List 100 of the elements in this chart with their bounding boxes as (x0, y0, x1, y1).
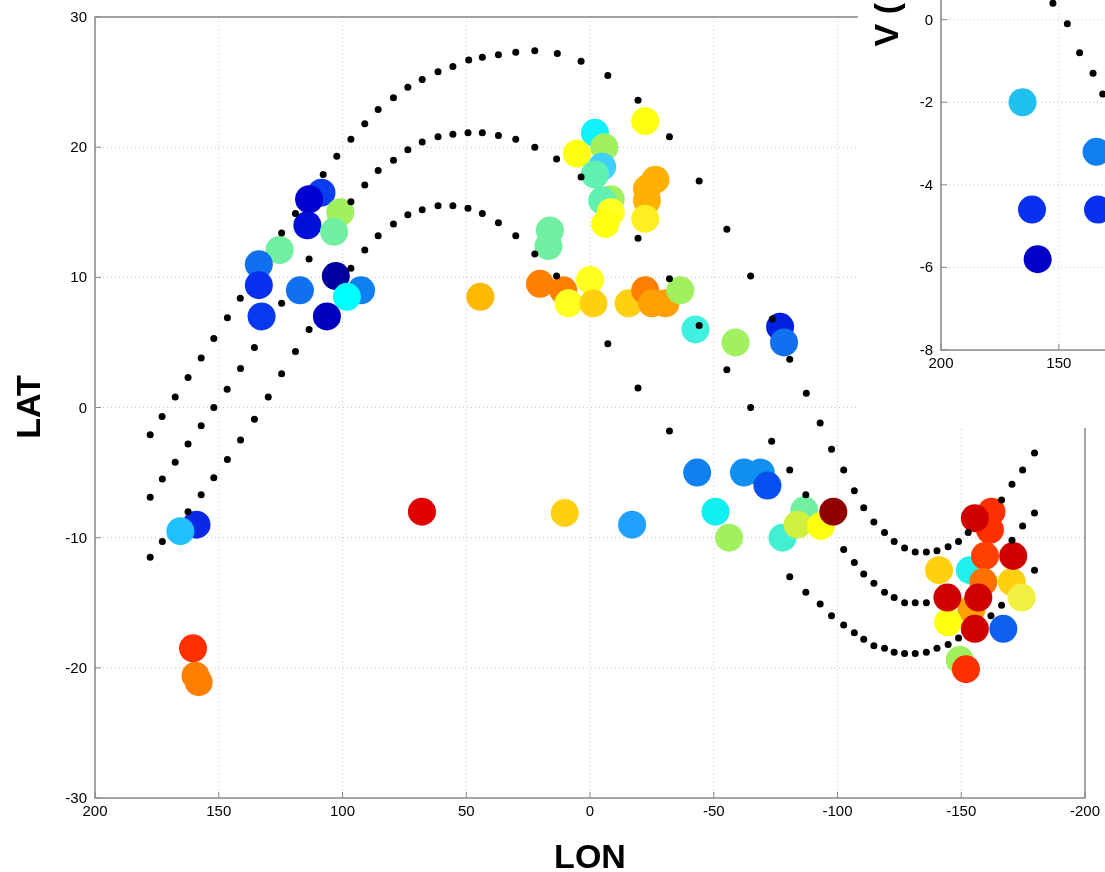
point (634, 384, 642, 392)
point (964, 528, 972, 536)
point (911, 599, 919, 607)
point (197, 422, 205, 430)
point (850, 558, 858, 566)
point (361, 246, 369, 254)
point (361, 181, 369, 189)
point (890, 594, 898, 602)
point (901, 599, 909, 607)
y-axis-title: V ( (867, 2, 905, 47)
point (404, 83, 412, 91)
point (553, 272, 561, 280)
point (860, 570, 868, 578)
point (860, 635, 868, 643)
point (237, 364, 245, 372)
point (418, 75, 426, 83)
point (816, 419, 824, 427)
point (881, 644, 889, 652)
y-axis-title: LAT (9, 374, 47, 439)
point (987, 612, 995, 620)
point (278, 229, 286, 237)
point (1019, 522, 1027, 530)
point (158, 475, 166, 483)
point (1008, 480, 1016, 488)
point (146, 493, 154, 501)
point (512, 48, 520, 56)
point (802, 389, 810, 397)
point (1017, 195, 1046, 224)
point (955, 538, 963, 546)
point (860, 504, 868, 512)
point (374, 105, 382, 113)
point (465, 56, 473, 64)
point (922, 599, 930, 607)
point (922, 548, 930, 556)
point (374, 232, 382, 240)
y-tick-label: 30 (70, 8, 87, 25)
point (531, 47, 539, 55)
point (449, 62, 457, 70)
point (786, 466, 794, 474)
point (146, 553, 154, 561)
point (1076, 49, 1084, 57)
point (291, 348, 299, 356)
point (747, 272, 755, 280)
point (665, 427, 673, 435)
point (347, 135, 355, 143)
point (1008, 536, 1016, 544)
point (264, 393, 272, 401)
point (278, 370, 286, 378)
y-tick-label: -2 (919, 93, 933, 111)
point (347, 264, 355, 272)
y-tick-label: 0 (924, 10, 933, 28)
point (464, 129, 472, 137)
point (881, 588, 889, 596)
point (840, 466, 848, 474)
point (901, 650, 909, 658)
point (449, 202, 457, 210)
point (665, 133, 673, 141)
y-tick-label: -10 (65, 528, 87, 546)
point (890, 538, 898, 546)
point (911, 650, 919, 658)
point (146, 431, 154, 439)
point (901, 544, 909, 552)
point (333, 152, 341, 160)
point (531, 250, 539, 258)
point (747, 404, 755, 411)
y-tick-label: 10 (70, 268, 87, 286)
point (531, 143, 539, 151)
point (184, 440, 192, 448)
point (158, 538, 166, 546)
point (434, 202, 442, 210)
x-tick-label: -150 (946, 802, 977, 819)
point (250, 415, 258, 423)
point (802, 588, 810, 596)
point (553, 155, 561, 163)
point (870, 518, 878, 526)
point (512, 135, 520, 143)
x-tick-label: 100 (329, 802, 356, 819)
point (1031, 566, 1039, 574)
point (786, 355, 794, 363)
y-tick-label: -6 (919, 258, 933, 276)
point (955, 634, 963, 642)
point (210, 335, 218, 343)
point (922, 648, 930, 656)
point (890, 648, 898, 656)
y-tick-label: -4 (919, 175, 933, 193)
point (171, 393, 179, 401)
y-tick-label: 20 (70, 138, 87, 156)
point (1031, 509, 1039, 517)
point (850, 629, 858, 637)
point (998, 601, 1006, 609)
point (434, 68, 442, 76)
point (604, 340, 612, 348)
point (768, 315, 776, 323)
point (870, 579, 878, 587)
x-tick-label: -100 (822, 802, 853, 819)
point (998, 496, 1006, 504)
point (250, 344, 258, 352)
point (223, 385, 231, 393)
point (723, 225, 731, 233)
point (604, 72, 612, 80)
